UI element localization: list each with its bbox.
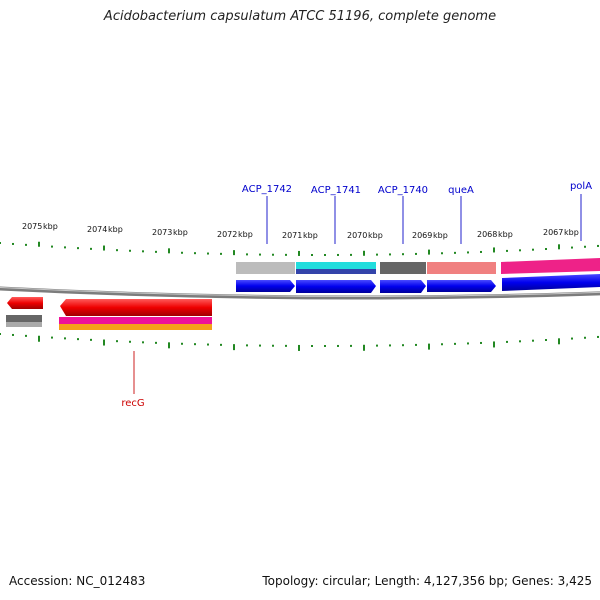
svg-text:kbp: kbp bbox=[238, 230, 253, 239]
kbp-label: 2072 bbox=[217, 230, 237, 239]
cog-track-forward bbox=[236, 258, 600, 274]
gene-leader-lines bbox=[133, 194, 582, 394]
kbp-label: 2070 bbox=[347, 231, 367, 240]
gene-label-recg: recG bbox=[121, 398, 144, 409]
gene-label-pola: polA bbox=[570, 181, 592, 192]
feature-bar bbox=[59, 317, 212, 324]
outer-tick-ring bbox=[0, 241, 599, 256]
svg-text:kbp: kbp bbox=[173, 228, 188, 237]
kbp-labels: 2075 2074 2073 2072 2071 2070 2069 2068 … bbox=[22, 222, 563, 240]
svg-text:kbp: kbp bbox=[43, 222, 58, 231]
svg-text:kbp: kbp bbox=[368, 231, 383, 240]
gene-label-acp-1741: ACP_1741 bbox=[311, 185, 361, 196]
kbp-label: 2075 bbox=[22, 222, 42, 231]
gene-label-acp-1742: ACP_1742 bbox=[242, 184, 292, 195]
genome-backbone bbox=[0, 286, 600, 300]
cog-track-reverse bbox=[6, 315, 212, 330]
accession-text: Accession: NC_012483 bbox=[9, 574, 146, 588]
svg-text:kbp: kbp bbox=[303, 231, 318, 240]
kbp-label: 2071 bbox=[282, 231, 302, 240]
feature-bar bbox=[501, 258, 600, 274]
kbp-label: 2073 bbox=[152, 228, 172, 237]
kbp-label: 2074 bbox=[87, 225, 107, 234]
gene-label-quea: queA bbox=[448, 185, 474, 196]
cds-track-forward bbox=[236, 274, 600, 293]
map-title: Acidobacterium capsulatum ATCC 51196, co… bbox=[103, 9, 497, 24]
gene-label-acp-1740: ACP_1740 bbox=[378, 185, 428, 196]
feature-bar bbox=[6, 315, 42, 322]
cds-arrow bbox=[60, 299, 212, 316]
genome-summary-text: Topology: circular; Length: 4,127,356 bp… bbox=[262, 574, 592, 588]
kbp-units: kbp kbp kbp kbp kbp kbp kbp kbp kbp bbox=[43, 222, 579, 240]
svg-text:kbp: kbp bbox=[433, 231, 448, 240]
svg-text:kbp: kbp bbox=[564, 228, 579, 237]
cds-track-reverse bbox=[7, 297, 212, 316]
svg-text:kbp: kbp bbox=[108, 225, 123, 234]
cds-arrow bbox=[7, 297, 43, 309]
inner-tick-ring bbox=[0, 333, 599, 351]
feature-bar bbox=[59, 324, 212, 330]
svg-text:kbp: kbp bbox=[498, 230, 513, 239]
kbp-label: 2069 bbox=[412, 231, 432, 240]
feature-bar bbox=[6, 322, 42, 327]
cds-arrow bbox=[380, 280, 426, 293]
kbp-label: 2068 bbox=[477, 230, 497, 239]
cds-arrow bbox=[296, 280, 376, 293]
kbp-label: 2067 bbox=[543, 228, 563, 237]
feature-bar bbox=[296, 269, 376, 274]
feature-bar bbox=[296, 262, 376, 269]
cds-arrow bbox=[427, 280, 496, 292]
cds-arrow bbox=[502, 274, 600, 291]
feature-bar bbox=[236, 262, 295, 274]
gene-labels[interactable]: ACP_1742 ACP_1741 ACP_1740 queA polA rec… bbox=[121, 181, 592, 409]
cds-arrow bbox=[236, 280, 295, 292]
feature-bar bbox=[380, 262, 426, 274]
feature-bar bbox=[427, 262, 496, 274]
